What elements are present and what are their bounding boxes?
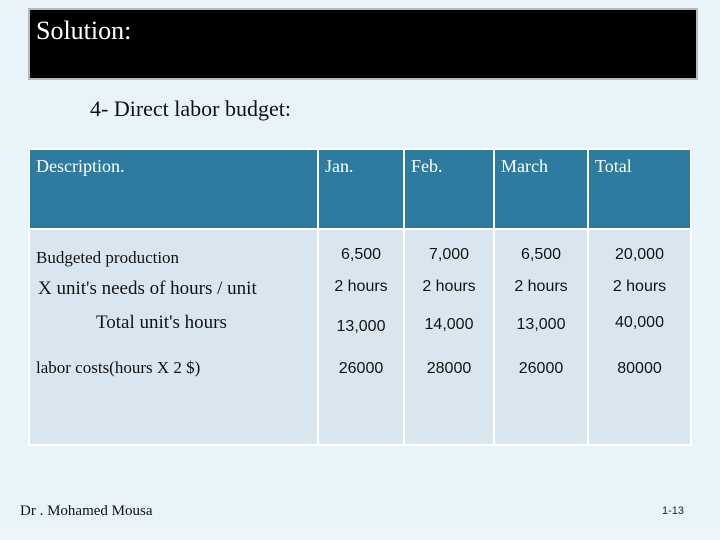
feb-column-cells: 7,000 2 hours 14,000 28000 bbox=[403, 228, 495, 446]
table-body-row: Budgeted production X unit's needs of ho… bbox=[28, 228, 692, 446]
jan-column-cells: 6,500 2 hours 13,000 26000 bbox=[317, 228, 405, 446]
total-budgeted-production: 20,000 bbox=[615, 246, 664, 263]
march-column-cells: 6,500 2 hours 13,000 26000 bbox=[493, 228, 589, 446]
march-total-hours: 13,000 bbox=[516, 316, 566, 333]
header-row: Description. Jan. Feb. March Total bbox=[28, 148, 692, 230]
row-label-total-hours: Total unit's hours bbox=[96, 312, 227, 333]
row-label-budgeted-production: Budgeted production bbox=[36, 248, 180, 267]
slide-title: Solution: bbox=[36, 16, 132, 45]
march-budgeted-production: 6,500 bbox=[520, 246, 562, 263]
march-hours-per-unit: 2 hours bbox=[514, 278, 568, 295]
header-feb: Feb. bbox=[403, 148, 495, 230]
header-total: Total bbox=[587, 148, 692, 230]
jan-hours-per-unit: 2 hours bbox=[334, 278, 388, 295]
header-march: March bbox=[493, 148, 589, 230]
header-jan: Jan. bbox=[317, 148, 405, 230]
total-total-hours: 40,000 bbox=[615, 314, 664, 331]
feb-total-hours: 14,000 bbox=[424, 316, 474, 333]
total-column-cells: 20,000 2 hours 40,000 80000 bbox=[587, 228, 692, 446]
description-cell: Budgeted production X unit's needs of ho… bbox=[28, 228, 319, 446]
feb-labor-costs: 28000 bbox=[426, 360, 472, 377]
bottom-strip bbox=[0, 526, 720, 540]
march-labor-costs: 26000 bbox=[518, 360, 564, 377]
total-hours-per-unit: 2 hours bbox=[612, 278, 667, 295]
feb-hours-per-unit: 2 hours bbox=[422, 278, 476, 295]
row-label-labor-costs: labor costs(hours X 2 $) bbox=[36, 358, 201, 377]
total-labor-costs: 80000 bbox=[617, 360, 662, 377]
direct-labor-budget-table: Description. Jan. Feb. March Total Budge… bbox=[28, 148, 692, 446]
page-number: 1-13 bbox=[662, 505, 685, 517]
subtitle: 4- Direct labor budget: bbox=[90, 96, 291, 121]
jan-budgeted-production: 6,500 bbox=[340, 246, 382, 263]
row-label-hours-per-unit: X unit's needs of hours / unit bbox=[38, 278, 257, 299]
header-description: Description. bbox=[28, 148, 319, 230]
jan-labor-costs: 26000 bbox=[338, 360, 384, 377]
title-banner: Solution: bbox=[28, 8, 698, 80]
jan-total-hours: 13,000 bbox=[336, 318, 386, 335]
feb-budgeted-production: 7,000 bbox=[428, 246, 470, 263]
author-footer: Dr . Mohamed Mousa bbox=[20, 503, 153, 519]
